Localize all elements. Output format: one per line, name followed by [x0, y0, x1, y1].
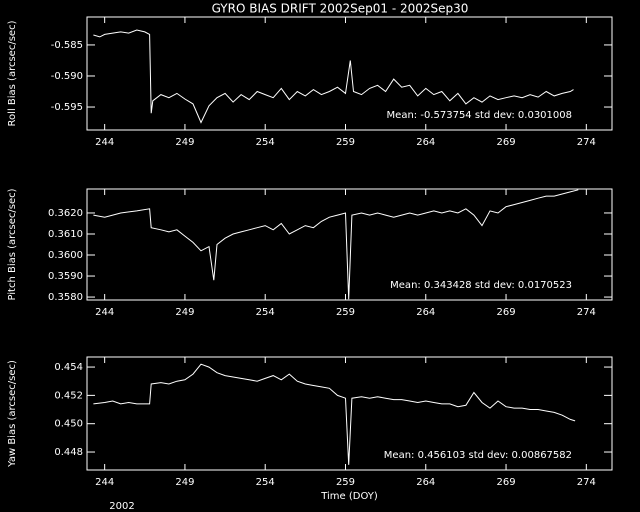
annotation: Mean: -0.573754 std dev: 0.0301008	[387, 110, 572, 121]
x-tick-label: 269	[496, 477, 515, 488]
y-tick-label: 0.454	[54, 362, 83, 373]
plot-frame	[86, 356, 613, 471]
x-tick-label: 264	[416, 307, 435, 318]
x-tick-label: 264	[416, 477, 435, 488]
y-tick-label: 0.3610	[48, 229, 83, 240]
x-tick-label: 259	[336, 137, 355, 148]
x-tick-label: 244	[95, 307, 114, 318]
year-label: 2002	[109, 501, 134, 512]
y-axis-label: Roll Bias (arcsec/sec)	[7, 20, 18, 126]
data-line	[93, 363, 576, 465]
y-tick-label: 0.450	[54, 419, 83, 430]
y-tick-label: 0.448	[54, 447, 83, 458]
data-line	[93, 29, 574, 124]
x-tick-label: 274	[577, 137, 596, 148]
x-tick-label: 244	[95, 477, 114, 488]
y-axis-label: Yaw Bias (arcsec/sec)	[7, 360, 18, 468]
x-tick-label: 254	[256, 137, 275, 148]
x-tick-label: 259	[336, 477, 355, 488]
x-tick-label: 254	[256, 307, 275, 318]
x-tick-label: 264	[416, 137, 435, 148]
x-tick-label: 244	[95, 137, 114, 148]
x-axis-label: Time (DOY)	[320, 491, 378, 502]
x-tick-label: 249	[175, 307, 194, 318]
y-axis-label: Pitch Bias (arcsec/sec)	[7, 188, 18, 300]
y-tick-label: 0.3600	[48, 250, 83, 261]
chart-title: GYRO BIAS DRIFT 2002Sep01 - 2002Sep30	[212, 2, 469, 16]
x-tick-label: 254	[256, 477, 275, 488]
y-tick-label: 0.452	[54, 390, 83, 401]
y-tick-label: -0.585	[51, 40, 83, 51]
y-tick-label: 0.3590	[48, 271, 83, 282]
x-tick-label: 274	[577, 307, 596, 318]
annotation: Mean: 0.456103 std dev: 0.00867582	[384, 450, 572, 461]
x-tick-label: 249	[175, 477, 194, 488]
y-tick-label: -0.595	[51, 102, 83, 113]
y-tick-label: 0.3580	[48, 292, 83, 303]
data-line	[93, 189, 579, 300]
x-tick-label: 249	[175, 137, 194, 148]
x-tick-label: 274	[577, 477, 596, 488]
y-tick-label: 0.3620	[48, 208, 83, 219]
x-tick-label: 269	[496, 137, 515, 148]
y-tick-label: -0.590	[51, 71, 83, 82]
x-tick-label: 269	[496, 307, 515, 318]
plot-frame	[86, 188, 613, 301]
x-tick-label: 259	[336, 307, 355, 318]
plot-frame	[86, 16, 613, 131]
annotation: Mean: 0.343428 std dev: 0.0170523	[390, 280, 572, 291]
